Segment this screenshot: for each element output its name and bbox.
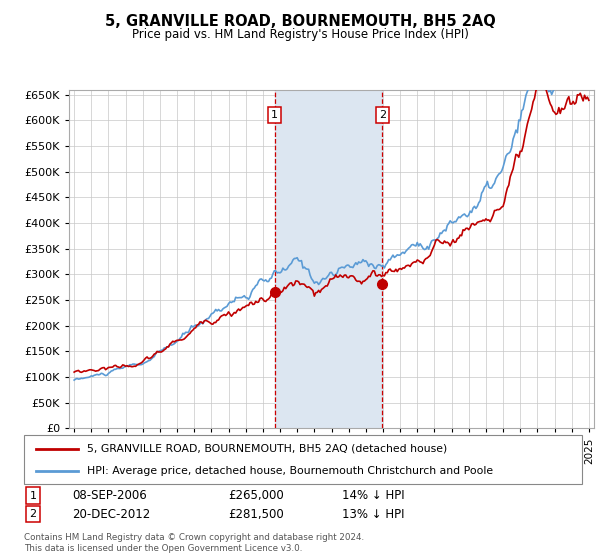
Text: £281,500: £281,500 — [228, 507, 284, 521]
Text: 14% ↓ HPI: 14% ↓ HPI — [342, 489, 404, 502]
Text: 5, GRANVILLE ROAD, BOURNEMOUTH, BH5 2AQ: 5, GRANVILLE ROAD, BOURNEMOUTH, BH5 2AQ — [104, 14, 496, 29]
Text: 5, GRANVILLE ROAD, BOURNEMOUTH, BH5 2AQ (detached house): 5, GRANVILLE ROAD, BOURNEMOUTH, BH5 2AQ … — [87, 444, 447, 454]
Text: 20-DEC-2012: 20-DEC-2012 — [72, 507, 150, 521]
Text: 2: 2 — [379, 110, 386, 120]
Text: 1: 1 — [29, 491, 37, 501]
Text: 1: 1 — [271, 110, 278, 120]
Text: 08-SEP-2006: 08-SEP-2006 — [72, 489, 147, 502]
Bar — [275, 90, 382, 428]
Text: Contains HM Land Registry data © Crown copyright and database right 2024.
This d: Contains HM Land Registry data © Crown c… — [24, 533, 364, 553]
Text: HPI: Average price, detached house, Bournemouth Christchurch and Poole: HPI: Average price, detached house, Bour… — [87, 465, 493, 475]
Text: £265,000: £265,000 — [228, 489, 284, 502]
Text: Price paid vs. HM Land Registry's House Price Index (HPI): Price paid vs. HM Land Registry's House … — [131, 28, 469, 41]
Text: 13% ↓ HPI: 13% ↓ HPI — [342, 507, 404, 521]
Text: 2: 2 — [29, 509, 37, 519]
